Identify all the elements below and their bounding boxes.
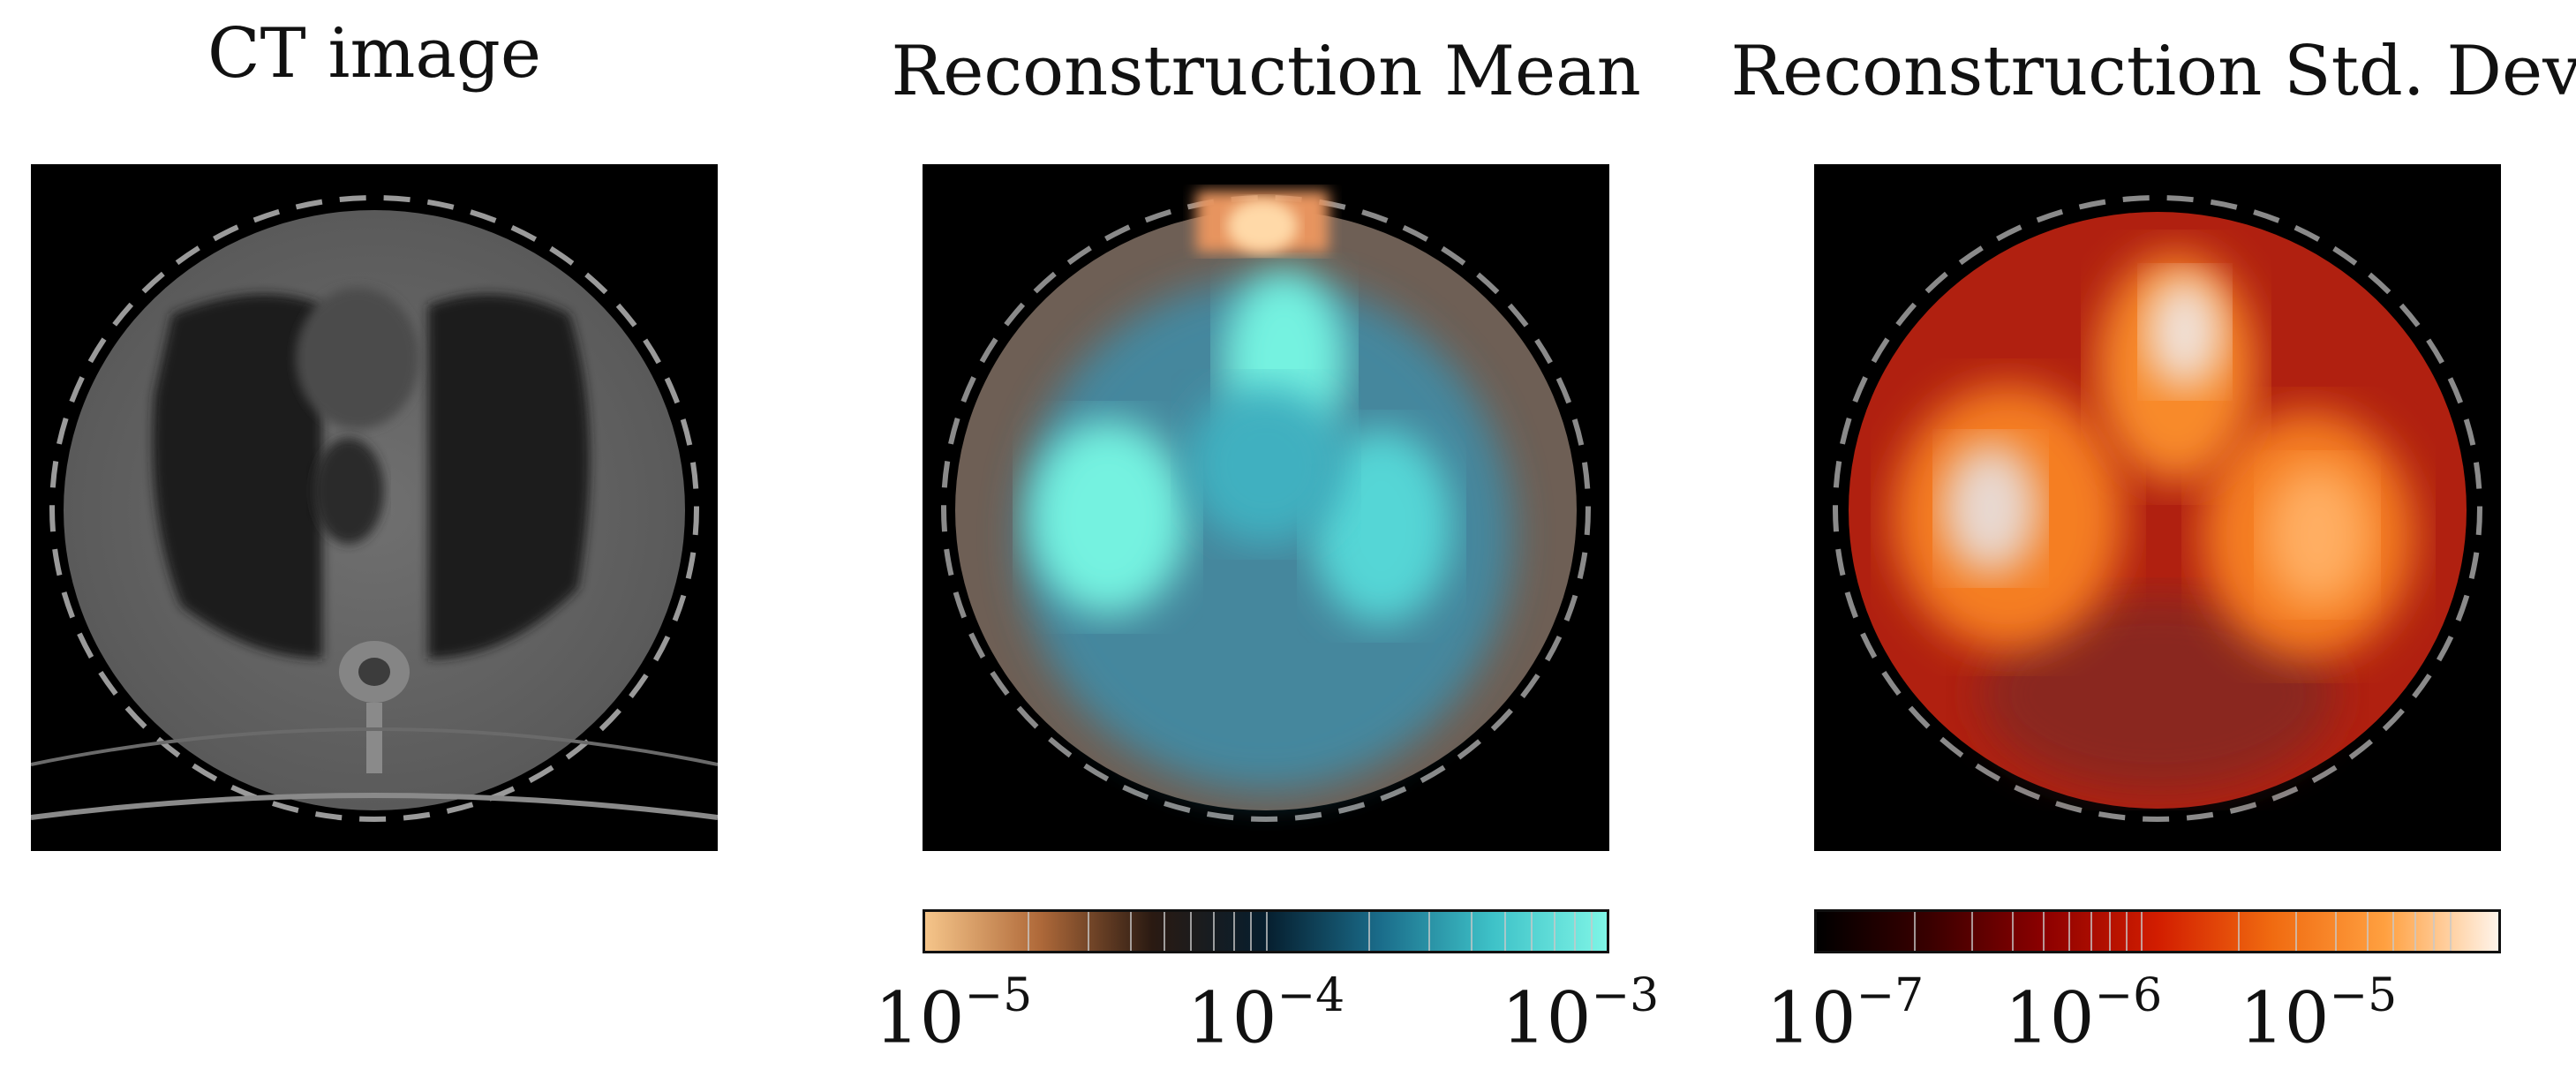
colorbar-minor-tick — [1503, 912, 1506, 951]
colorbar-minor-tick — [2125, 912, 2128, 951]
reconstruction-mean-title: Reconstruction Mean — [891, 32, 1641, 111]
colorbar-minor-tick — [2043, 912, 2045, 951]
colorbar-minor-tick — [1970, 912, 1973, 951]
colorbar-minor-tick — [2335, 912, 2338, 951]
ct-image — [31, 164, 718, 851]
colorbar-minor-tick — [1428, 912, 1431, 951]
colorbar-minor-tick — [1028, 912, 1030, 951]
colorbar-minor-tick — [1088, 912, 1090, 951]
colorbar-minor-tick — [2238, 912, 2241, 951]
colorbar-minor-tick — [1914, 912, 1917, 951]
colorbar-minor-tick — [1573, 912, 1576, 951]
colorbar-minor-tick — [1250, 912, 1253, 951]
colorbar-minor-tick — [2392, 912, 2395, 951]
std-colorbar — [1814, 909, 2501, 953]
colorbar-minor-tick — [2449, 912, 2452, 951]
ct-image-title: CT image — [207, 14, 542, 94]
mean-colorbar-tick-low: 10−5 — [874, 969, 1033, 1059]
colorbar-minor-tick — [2294, 912, 2297, 951]
colorbar-minor-tick — [1266, 912, 1268, 951]
reconstruction-std-title: Reconstruction Std. Dev. — [1730, 32, 2576, 111]
colorbar-minor-tick — [2011, 912, 2014, 951]
std-colorbar-tick-mid: 10−6 — [2004, 969, 2163, 1059]
colorbar-minor-tick — [1163, 912, 1165, 951]
colorbar-minor-tick — [1368, 912, 1371, 951]
colorbar-minor-tick — [1531, 912, 1533, 951]
colorbar-minor-tick — [2432, 912, 2435, 951]
mean-colorbar-tick-high: 10−3 — [1501, 969, 1660, 1059]
colorbar-minor-tick — [1130, 912, 1133, 951]
colorbar-minor-tick — [1190, 912, 1193, 951]
colorbar-minor-tick — [1591, 912, 1593, 951]
colorbar-minor-tick — [1213, 912, 1216, 951]
reconstruction-std-image — [1814, 164, 2501, 851]
mean-colorbar — [923, 909, 1609, 953]
colorbar-minor-tick — [2109, 912, 2112, 951]
colorbar-minor-tick — [1232, 912, 1235, 951]
colorbar-minor-tick — [2140, 912, 2143, 951]
std-colorbar-tick-high: 10−5 — [2239, 969, 2398, 1059]
colorbar-minor-tick — [1554, 912, 1556, 951]
std-colorbar-tick-low: 10−7 — [1766, 969, 1924, 1059]
colorbar-minor-tick — [1471, 912, 1473, 951]
mean-colorbar-tick-mid: 10−4 — [1186, 969, 1345, 1059]
colorbar-minor-tick — [2414, 912, 2416, 951]
reconstruction-mean-image — [923, 164, 1609, 851]
colorbar-minor-tick — [2367, 912, 2369, 951]
colorbar-minor-tick — [2068, 912, 2071, 951]
colorbar-minor-tick — [2090, 912, 2092, 951]
